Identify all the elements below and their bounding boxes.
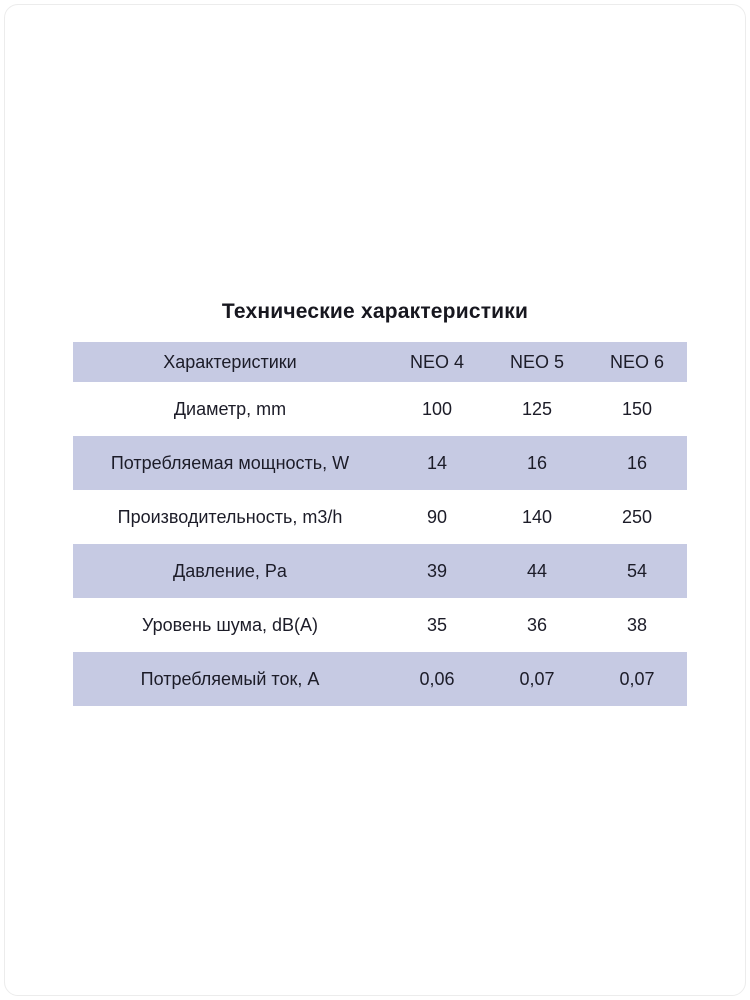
row-value: 250 xyxy=(621,506,653,527)
row-value: 16 xyxy=(626,452,648,473)
row-value: 44 xyxy=(526,560,548,581)
row-value: 14 xyxy=(426,452,448,473)
row-label: Потребляемая мощность, W xyxy=(110,452,350,473)
table-row-diameter: Диаметр, mm 100 125 150 xyxy=(73,382,687,436)
row-value: 16 xyxy=(526,452,548,473)
row-label: Производительность, m3/h xyxy=(117,506,343,527)
column-header-neo6: NEO 6 xyxy=(609,351,665,372)
row-value: 90 xyxy=(426,506,448,527)
table-header-row: Характеристики NEO 4 NEO 5 NEO 6 xyxy=(73,342,687,382)
row-label: Потребляемый ток, А xyxy=(140,668,320,689)
row-value: 0,07 xyxy=(619,668,655,689)
row-value: 125 xyxy=(521,398,553,419)
row-value: 39 xyxy=(426,560,448,581)
row-label: Диаметр, mm xyxy=(173,398,287,419)
row-label: Уровень шума, dB(A) xyxy=(142,614,318,635)
table-row-pressure: Давление, Pa 39 44 54 xyxy=(73,544,687,598)
spec-table: Характеристики NEO 4 NEO 5 NEO 6 Диаметр… xyxy=(73,342,687,706)
page-title: Технические характеристики xyxy=(221,300,529,323)
column-header-neo4: NEO 4 xyxy=(409,351,465,372)
table-row-noise: Уровень шума, dB(A) 35 36 38 xyxy=(73,598,687,652)
column-header-neo5: NEO 5 xyxy=(509,351,565,372)
row-value: 140 xyxy=(521,506,553,527)
table-row-power: Потребляемая мощность, W 14 16 16 xyxy=(73,436,687,490)
table-row-current: Потребляемый ток, А 0,06 0,07 0,07 xyxy=(73,652,687,706)
row-value: 35 xyxy=(426,614,448,635)
row-value: 0,06 xyxy=(419,668,455,689)
page-canvas: Технические характеристики Характеристик… xyxy=(4,4,746,996)
table-row-capacity: Производительность, m3/h 90 140 250 xyxy=(73,490,687,544)
row-value: 54 xyxy=(626,560,648,581)
row-value: 150 xyxy=(621,398,653,419)
row-value: 100 xyxy=(421,398,453,419)
row-label: Давление, Pa xyxy=(173,560,287,581)
row-value: 36 xyxy=(526,614,548,635)
row-value: 38 xyxy=(626,614,648,635)
column-header-characteristics: Характеристики xyxy=(163,351,297,372)
row-value: 0,07 xyxy=(519,668,555,689)
